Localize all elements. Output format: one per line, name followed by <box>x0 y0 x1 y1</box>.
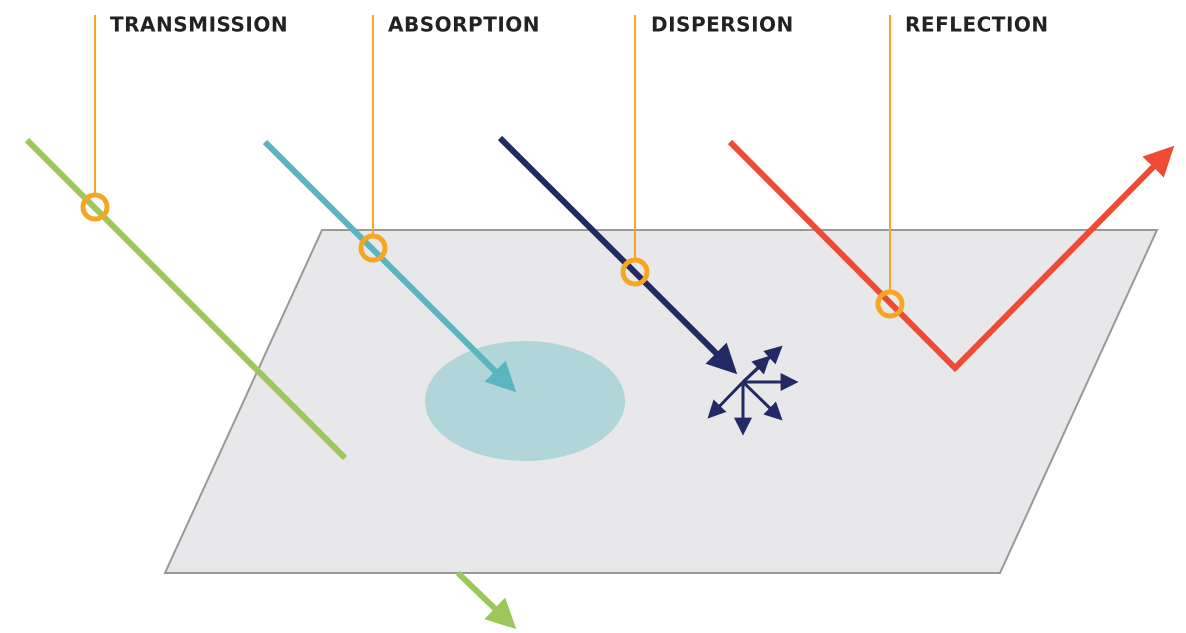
absorption-ray <box>262 139 517 393</box>
label: REFLECTION <box>905 13 1049 37</box>
callouts <box>80 15 905 319</box>
label: TRANSMISSION <box>110 13 288 37</box>
reflection-ray <box>727 139 1175 373</box>
absorption-area <box>425 341 625 461</box>
transmission-ray <box>24 137 517 630</box>
label: ABSORPTION <box>388 13 540 37</box>
scatter-arrows <box>707 345 799 436</box>
surface <box>163 229 1159 574</box>
label: DISPERSION <box>651 13 794 37</box>
dispersion-ray <box>497 135 738 375</box>
